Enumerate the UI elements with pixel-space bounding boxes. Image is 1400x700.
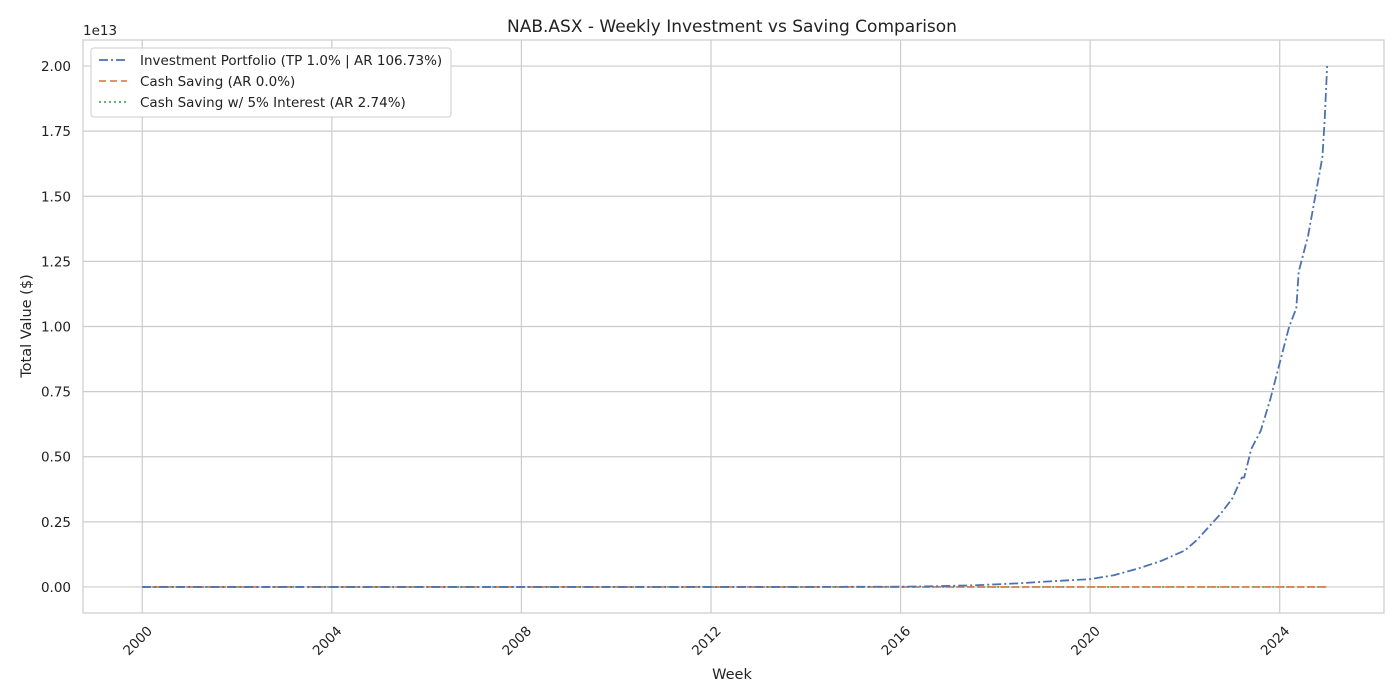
- y-tick-label: 0.75: [41, 385, 71, 401]
- y-offset-label: 1e13: [83, 23, 117, 39]
- legend-entries: Investment Portfolio (TP 1.0% | AR 106.7…: [99, 53, 442, 111]
- legend-label: Investment Portfolio (TP 1.0% | AR 106.7…: [140, 53, 442, 69]
- y-axis-label: Total Value ($): [19, 274, 35, 378]
- legend: Investment Portfolio (TP 1.0% | AR 106.7…: [90, 47, 452, 118]
- y-tick-label: 1.00: [41, 320, 71, 336]
- legend-box: [90, 47, 452, 118]
- y-tick-label: 0.00: [41, 580, 71, 596]
- series-line-investment-portfolio-tp-1-0-ar-106-73: [142, 66, 1329, 588]
- y-tick-label: 2.00: [41, 59, 71, 75]
- y-tick-label: 0.50: [41, 450, 71, 466]
- y-tick-label: 1.75: [41, 124, 71, 140]
- y-tick-label: 0.25: [41, 515, 71, 531]
- y-tick-label: 1.25: [41, 254, 71, 270]
- series-lines: [142, 66, 1329, 588]
- legend-label: Cash Saving w/ 5% Interest (AR 2.74%): [140, 95, 406, 111]
- legend-label: Cash Saving (AR 0.0%): [140, 74, 295, 90]
- y-tick-label: 1.50: [41, 189, 71, 205]
- chart-title: NAB.ASX - Weekly Investment vs Saving Co…: [507, 17, 957, 37]
- x-axis-label: Week: [712, 667, 752, 683]
- plot-frame: [82, 39, 1385, 614]
